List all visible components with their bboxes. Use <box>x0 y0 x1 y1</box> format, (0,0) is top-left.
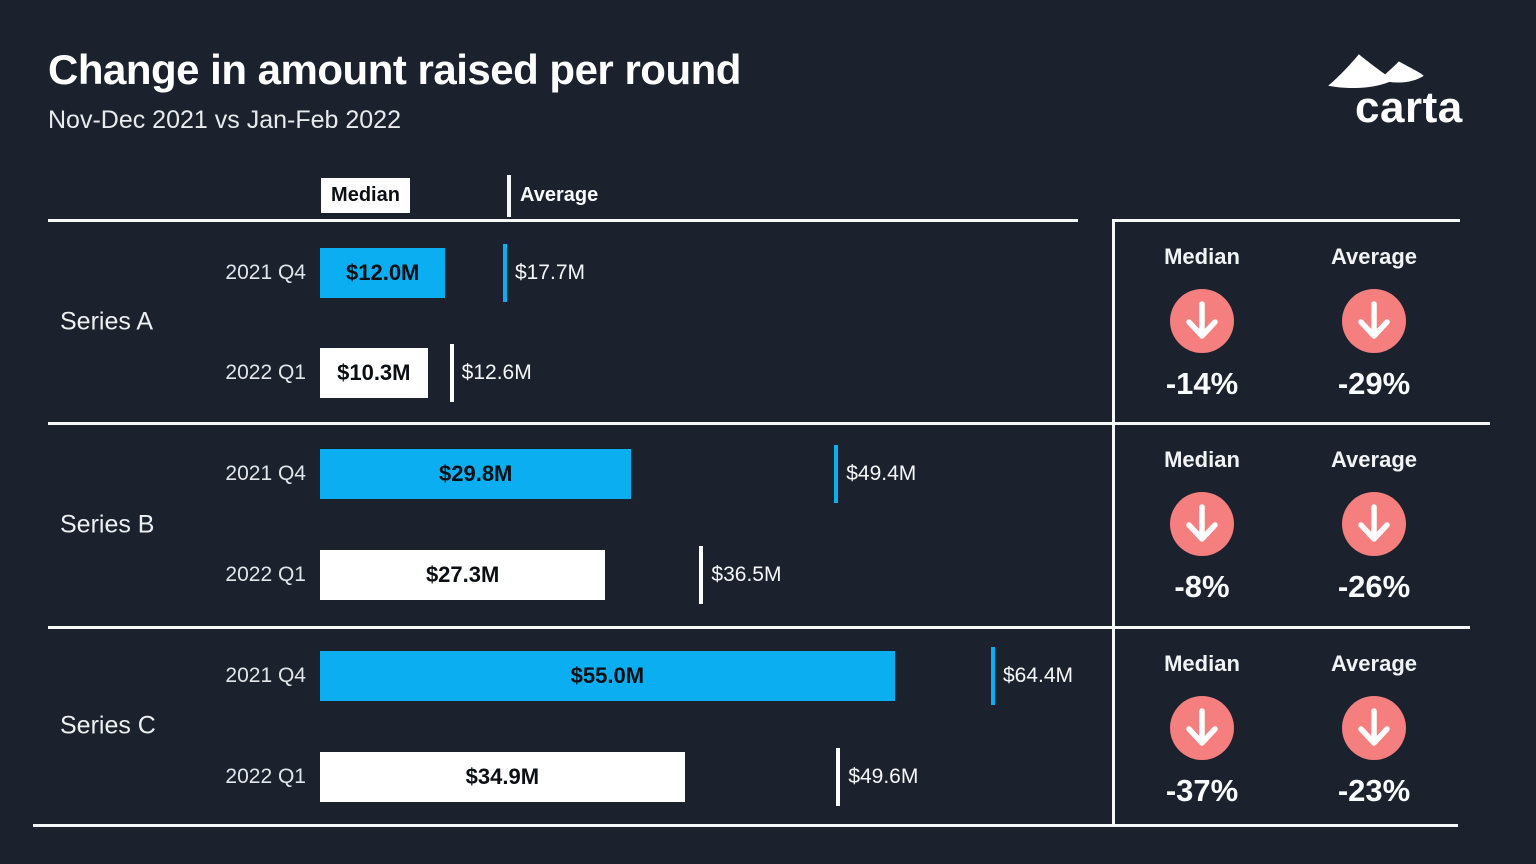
period-label-2021q4: 2021 Q4 <box>225 664 306 687</box>
table-top-border-right <box>1113 219 1460 222</box>
period-label-2021q4: 2021 Q4 <box>225 462 306 485</box>
average-value-label: $17.7M <box>514 261 585 284</box>
median-bar-2022q1: $34.9M <box>320 752 685 802</box>
average-decline-badge <box>1342 492 1406 556</box>
period-label-2022q1: 2022 Q1 <box>225 765 306 788</box>
stats-median-header: Median <box>1164 244 1240 269</box>
legend-average-label: Average <box>520 184 599 206</box>
median-bar-2021q4: $12.0M <box>320 248 446 298</box>
average-decline-badge <box>1342 289 1406 353</box>
divider-seriesB-seriesC <box>48 626 1470 629</box>
series-b-label: Series B <box>60 510 155 539</box>
table-top-border-left <box>48 219 1078 222</box>
median-bar-2021q4: $29.8M <box>320 449 632 499</box>
mountains-icon <box>1328 54 1424 88</box>
median-bar-2022q1: $27.3M <box>320 550 606 600</box>
arrow-down-icon <box>1358 708 1390 746</box>
average-value-label: $49.4M <box>846 462 917 485</box>
bar-value-label: $34.9M <box>465 764 540 789</box>
average-marker-2022q1 <box>449 344 454 402</box>
period-label-2022q1: 2022 Q1 <box>225 563 306 586</box>
divider-seriesA-seriesB <box>48 422 1490 425</box>
bar-value-label: $29.8M <box>439 461 513 486</box>
median-change-value: -8% <box>1174 569 1230 604</box>
average-change-value: -23% <box>1337 773 1411 808</box>
median-decline-badge <box>1170 492 1234 556</box>
page-title: Change in amount raised per round <box>48 46 741 93</box>
average-decline-badge <box>1342 696 1406 760</box>
average-value-label: $64.4M <box>1002 664 1074 687</box>
average-value-label: $12.6M <box>461 361 532 384</box>
average-change-value: -26% <box>1337 569 1411 604</box>
median-bar-2021q4: $55.0M <box>320 651 895 701</box>
carta-logo: carta <box>1322 52 1472 130</box>
arrow-down-icon <box>1358 504 1390 542</box>
page-subtitle: Nov-Dec 2021 vs Jan-Feb 2022 <box>48 106 401 134</box>
arrow-down-icon <box>1186 504 1218 542</box>
average-marker-2021q4 <box>990 647 995 705</box>
average-value-label: $49.6M <box>848 765 919 788</box>
average-marker-2021q4 <box>834 445 839 503</box>
median-bar-2022q1: $10.3M <box>320 348 428 398</box>
average-marker-2022q1 <box>836 748 841 806</box>
bar-value-label: $55.0M <box>570 663 645 688</box>
legend-median-swatch: Median <box>321 178 410 213</box>
stats-median-header: Median <box>1164 651 1240 676</box>
median-decline-badge <box>1170 696 1234 760</box>
average-change-value: -29% <box>1337 366 1411 401</box>
median-change-value: -14% <box>1165 366 1239 401</box>
arrow-down-icon <box>1186 708 1218 746</box>
stats-average-header: Average <box>1330 244 1417 269</box>
stats-median-header: Median <box>1164 447 1240 472</box>
carta-logo-text: carta <box>1355 83 1463 132</box>
series-c-label: Series C <box>60 711 156 740</box>
average-value-label: $36.5M <box>711 563 782 586</box>
series-a-label: Series A <box>60 307 154 336</box>
bar-value-label: $27.3M <box>425 562 500 587</box>
table-bottom-border <box>33 824 1458 827</box>
arrow-down-icon <box>1358 301 1390 339</box>
bar-value-label: $10.3M <box>337 360 411 385</box>
stats-panel-divider <box>1112 219 1115 826</box>
average-marker-2022q1 <box>699 546 704 604</box>
legend-average-tick-icon <box>507 175 511 217</box>
stats-average-header: Average <box>1330 447 1417 472</box>
average-marker-2021q4 <box>502 244 507 302</box>
arrow-down-icon <box>1186 301 1218 339</box>
bar-value-label: $12.0M <box>346 260 420 285</box>
period-label-2021q4: 2021 Q4 <box>225 261 306 284</box>
period-label-2022q1: 2022 Q1 <box>225 361 306 384</box>
stats-average-header: Average <box>1330 651 1417 676</box>
median-decline-badge <box>1170 289 1234 353</box>
median-change-value: -37% <box>1165 773 1239 808</box>
